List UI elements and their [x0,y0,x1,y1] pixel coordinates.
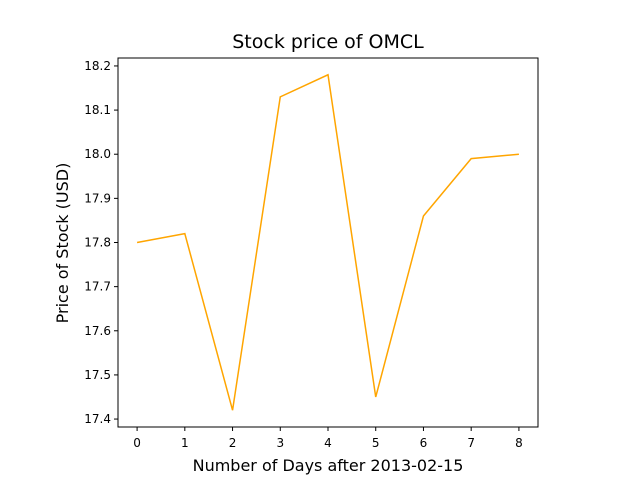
x-axis-label: Number of Days after 2013-02-15 [193,456,464,475]
y-tick-label-4: 17.8 [84,236,111,250]
x-tick-label-1: 1 [181,436,189,450]
y-tick-label-8: 18.2 [84,59,111,73]
y-tick-label-5: 17.9 [84,191,111,205]
x-tick-label-7: 7 [467,436,475,450]
x-tick-label-4: 4 [324,436,332,450]
y-axis-label: Price of Stock (USD) [53,163,72,324]
y-tick-label-2: 17.6 [84,324,111,338]
x-tick-label-0: 0 [133,436,141,450]
y-tick-label-0: 17.4 [84,412,111,426]
x-tick-label-2: 2 [229,436,237,450]
y-tick-label-3: 17.7 [84,280,111,294]
y-tick-label-7: 18.1 [84,103,111,117]
x-tick-label-6: 6 [420,436,428,450]
series-line-0 [136,73,519,411]
y-tick-label-6: 18.0 [84,147,111,161]
x-tick-label-5: 5 [372,436,380,450]
plot-area: 0 1 2 3 4 5 6 7 8 17.4 17.5 17.6 17.7 17.8 17.9 18.0 18.… [84,57,539,450]
chart-title: Stock price of OMCL [232,31,424,53]
plot-frame [117,57,539,428]
y-tick-label-1: 17.5 [84,368,111,382]
x-tick-label-8: 8 [515,436,523,450]
x-tick-label-3: 3 [276,436,284,450]
